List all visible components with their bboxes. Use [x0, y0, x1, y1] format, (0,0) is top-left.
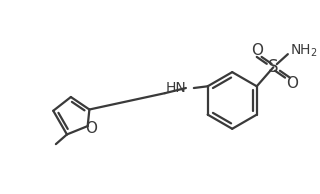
Text: O: O — [85, 121, 97, 136]
Text: NH$_2$: NH$_2$ — [290, 42, 317, 59]
Text: O: O — [286, 76, 298, 91]
Text: O: O — [251, 43, 263, 58]
Text: HN: HN — [165, 81, 186, 95]
Text: S: S — [268, 58, 279, 76]
